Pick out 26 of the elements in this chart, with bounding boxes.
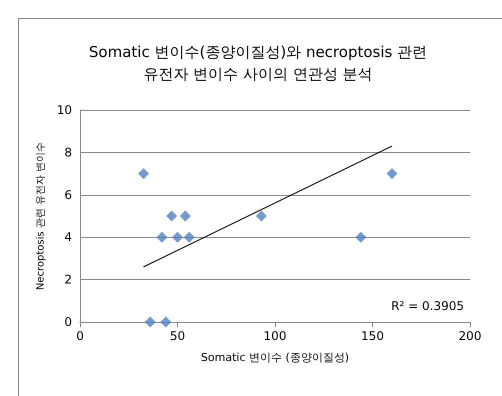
point bbox=[355, 232, 366, 243]
point bbox=[166, 210, 178, 222]
point bbox=[160, 316, 172, 328]
chart-title: Somatic 변이수(종양이질성)와 necroptosis 관련 유전자 변이수 사이의 연관성 분석 bbox=[88, 43, 428, 83]
point bbox=[156, 232, 168, 243]
y-tick-label: 2 bbox=[64, 272, 72, 287]
x-tick-label: 0 bbox=[76, 329, 84, 343]
y-tick-label: 10 bbox=[56, 103, 72, 117]
x-tick-label: 150 bbox=[361, 329, 384, 343]
point bbox=[172, 232, 183, 243]
y-tick-label: 4 bbox=[64, 230, 72, 244]
y-axis-title: Necroptosis 관련 유전자 변이수 bbox=[35, 142, 46, 290]
x-tick-label: 200 bbox=[458, 329, 482, 343]
point bbox=[138, 168, 150, 180]
y-tick-label: 0 bbox=[64, 315, 72, 329]
annotation: R² = 0.3905 bbox=[391, 299, 464, 313]
y-tick-label: 8 bbox=[64, 145, 72, 160]
x-axis-title: Somatic 변이수 (종양이질성) bbox=[200, 351, 350, 364]
point bbox=[144, 316, 156, 328]
point bbox=[180, 210, 191, 222]
point bbox=[184, 232, 195, 243]
point bbox=[256, 210, 267, 222]
x-tick-label: 100 bbox=[264, 329, 286, 343]
point bbox=[386, 168, 398, 180]
x-tick-label: 50 bbox=[170, 329, 186, 343]
y-tick-label: 6 bbox=[64, 188, 72, 202]
